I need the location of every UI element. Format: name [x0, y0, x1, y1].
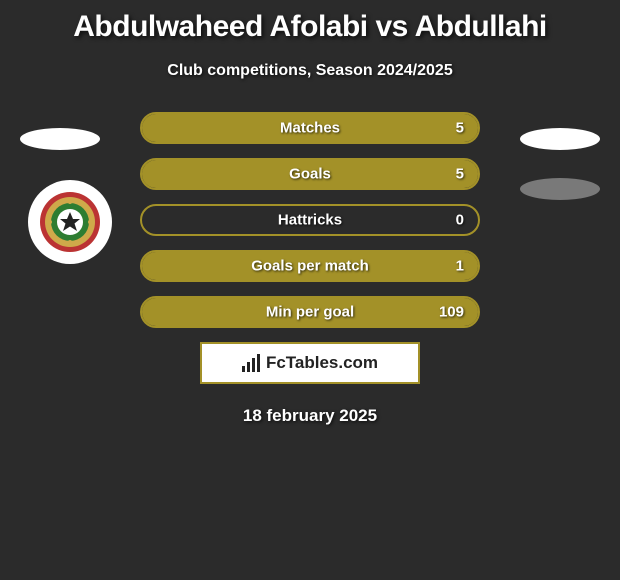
stat-label: Hattricks [278, 212, 342, 229]
stat-value: 1 [456, 258, 464, 275]
stat-value: 0 [456, 212, 464, 229]
stat-row-matches: Matches 5 [140, 112, 480, 144]
fctables-label: FcTables.com [266, 353, 378, 373]
stat-value: 5 [456, 166, 464, 183]
stat-value: 109 [439, 304, 464, 321]
stats-area: Matches 5 Goals 5 Hattricks 0 Goals per … [0, 112, 620, 328]
stat-row-mpg: Min per goal 109 [140, 296, 480, 328]
stat-value: 5 [456, 120, 464, 137]
subtitle: Club competitions, Season 2024/2025 [0, 62, 620, 80]
comparison-card: Abdulwaheed Afolabi vs Abdullahi Club co… [0, 0, 620, 580]
stat-label: Min per goal [266, 304, 354, 321]
stat-row-hattricks: Hattricks 0 [140, 204, 480, 236]
stat-row-gpm: Goals per match 1 [140, 250, 480, 282]
date: 18 february 2025 [0, 406, 620, 426]
bars-icon [242, 354, 260, 372]
stat-row-goals: Goals 5 [140, 158, 480, 190]
page-title: Abdulwaheed Afolabi vs Abdullahi [0, 0, 620, 44]
stat-label: Matches [280, 120, 340, 137]
stat-label: Goals [289, 166, 331, 183]
stat-label: Goals per match [251, 258, 369, 275]
fctables-badge: FcTables.com [200, 342, 420, 384]
